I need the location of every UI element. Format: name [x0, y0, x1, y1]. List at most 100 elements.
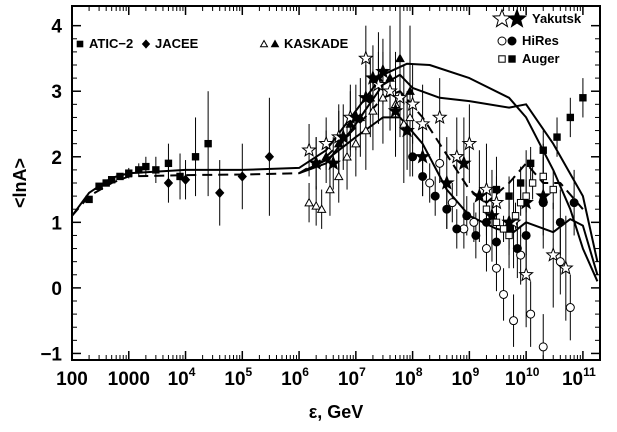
- triangle-filled-marker: [385, 73, 395, 82]
- circle-open-marker: [526, 309, 536, 319]
- square-open-marker: [522, 192, 530, 200]
- star-filled-marker: [308, 155, 324, 170]
- circle-filled-marker: [538, 198, 548, 208]
- x-tick-label: 1000: [108, 369, 150, 390]
- circle-open-marker: [509, 316, 519, 326]
- diamond-filled-marker: [215, 187, 225, 198]
- circle-open-marker: [491, 263, 501, 273]
- circle-filled-marker: [481, 217, 491, 227]
- square-filled-marker: [152, 166, 160, 174]
- star-open-marker: [404, 96, 421, 111]
- x-axis-label: ε, GeV: [309, 402, 364, 422]
- circle-open-marker: [555, 257, 565, 267]
- triangle-filled-marker: [345, 118, 356, 128]
- square-open-marker: [528, 179, 537, 187]
- x-tick-label: 106: [281, 365, 309, 390]
- circle-filled-marker: [555, 217, 565, 227]
- square-open-marker: [505, 231, 513, 240]
- x-tick-label: 109: [451, 365, 479, 390]
- diamond-filled-marker: [264, 151, 275, 162]
- y-tick-label: 2: [51, 148, 62, 169]
- square-filled-marker: [176, 172, 184, 181]
- star-filled-marker: [348, 109, 364, 125]
- circle-filled-marker: [462, 211, 472, 221]
- circle-filled-marker: [418, 171, 428, 181]
- square-filled-marker: [505, 192, 513, 200]
- star-filled-marker: [438, 174, 455, 190]
- square-filled-marker: [125, 169, 133, 177]
- star-filled-marker: [399, 122, 415, 138]
- square-open-marker: [516, 198, 525, 207]
- star-open-marker: [491, 8, 513, 28]
- circle-open-marker: [481, 244, 491, 254]
- triangle-open-marker: [311, 200, 322, 210]
- circle-filled-marker: [507, 36, 517, 46]
- diamond-filled-marker: [163, 177, 174, 189]
- x-tick-label: 107: [338, 365, 366, 390]
- x-tick-label: 105: [224, 365, 252, 390]
- triangle-filled-marker: [395, 53, 405, 63]
- y-tick-label: 3: [51, 82, 62, 103]
- model-curve-dashed: [71, 90, 584, 217]
- triangle-open-marker: [368, 105, 378, 115]
- square-open-marker: [492, 218, 501, 227]
- square-filled-marker: [116, 172, 124, 181]
- square-filled-marker: [516, 179, 525, 187]
- square-filled-marker: [526, 159, 535, 168]
- square-open-marker: [498, 55, 506, 63]
- square-filled-marker: [579, 94, 587, 102]
- triangle-open-marker: [333, 171, 344, 181]
- legend-label: ATIC−2: [89, 36, 133, 51]
- triangle-filled-marker: [321, 151, 332, 161]
- square-open-marker: [499, 225, 508, 233]
- x-tick-label: 100: [56, 369, 88, 390]
- square-filled-marker: [164, 159, 173, 168]
- star-filled-marker: [387, 102, 404, 118]
- circle-filled-marker: [521, 230, 531, 240]
- square-filled-marker: [553, 133, 561, 141]
- triangle-open-marker: [350, 138, 361, 148]
- x-tick-label: 108: [395, 365, 423, 390]
- circle-filled-marker: [408, 152, 418, 162]
- triangle-open-marker: [405, 112, 415, 122]
- square-filled-marker: [85, 195, 93, 204]
- diamond-filled-marker: [180, 174, 191, 185]
- square-open-marker: [539, 172, 547, 181]
- star-filled-marker: [484, 207, 500, 223]
- circle-filled-marker: [452, 224, 462, 234]
- square-open-marker: [482, 205, 491, 213]
- circle-open-marker: [447, 198, 457, 208]
- square-filled-marker: [492, 185, 501, 194]
- square-open-marker: [511, 212, 520, 220]
- star-open-marker: [431, 109, 448, 125]
- circle-open-marker: [497, 36, 507, 46]
- star-open-marker: [318, 135, 334, 151]
- diamond-filled-marker: [141, 39, 151, 49]
- y-tick-label: −1: [40, 344, 62, 365]
- circle-filled-marker: [491, 237, 501, 247]
- star-open-marker: [461, 135, 478, 151]
- square-filled-marker: [142, 162, 150, 171]
- square-filled-marker: [539, 146, 547, 154]
- star-filled-marker: [506, 8, 528, 28]
- y-axis-label: <lnA>: [10, 158, 30, 208]
- circle-filled-marker: [569, 198, 579, 208]
- star-open-marker: [478, 181, 495, 197]
- star-open-marker: [448, 148, 465, 164]
- star-open-marker: [382, 82, 398, 98]
- star-open-marker: [545, 246, 562, 262]
- x-tick-label: 1010: [505, 365, 540, 390]
- triangle-filled-marker: [270, 39, 280, 48]
- x-tick-label: 1011: [562, 365, 596, 390]
- circle-filled-marker: [512, 244, 522, 254]
- triangle-open-marker: [259, 39, 269, 48]
- circle-open-marker: [469, 217, 479, 227]
- legend-label: Auger: [522, 51, 560, 66]
- star-filled-marker: [365, 69, 381, 85]
- triangle-open-marker: [378, 92, 388, 102]
- circle-filled-marker: [442, 204, 452, 214]
- triangle-open-marker: [325, 184, 335, 194]
- circle-open-marker: [538, 342, 548, 352]
